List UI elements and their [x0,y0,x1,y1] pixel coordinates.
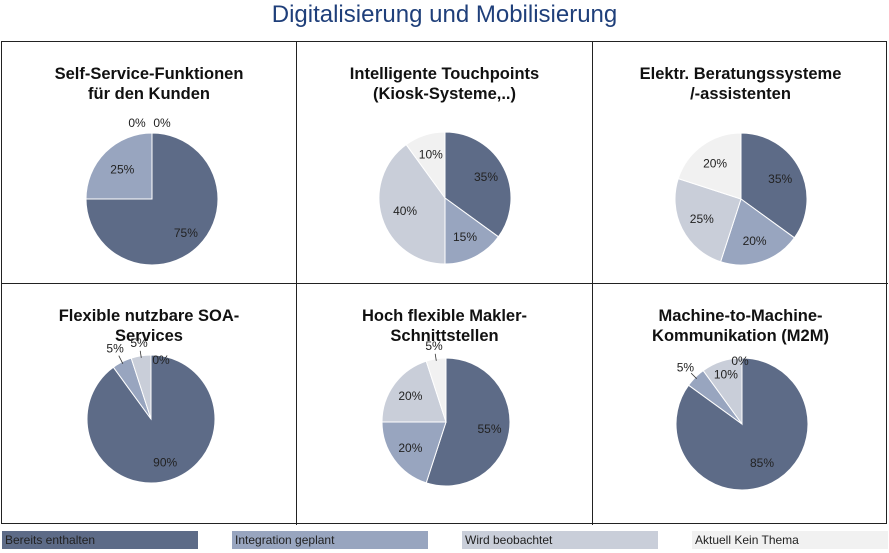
data-label-integration-geplant: 20% [743,234,767,248]
chart-title: Hoch flexible Makler- Schnittstellen [297,306,592,346]
data-label-bereits-enthalten: 55% [477,422,501,436]
data-label-bereits-enthalten: 90% [153,456,177,470]
chart-title-line: /-assistenten [690,85,791,103]
chart-title: Flexible nutzbare SOA- Services [2,306,296,346]
chart-title-line: (Kiosk-Systeme,..) [372,85,517,103]
data-label-aktuell-kein-thema: 0% [153,116,171,130]
chart-panel-3: Elektr. Beratungssysteme /-assistenten 3… [593,42,888,284]
page-title: Digitalisierung und Mobilisierung [271,1,618,28]
leader-line-integration-geplant [690,372,697,379]
data-label-aktuell-kein-thema: 10% [419,147,443,161]
pie-chart: 55% 20% 20% 5% [381,339,511,487]
pie-slice-bereits-enthalten [740,132,808,239]
chart-panel-2: Intelligente Touchpoints (Kiosk-Systeme,… [297,42,593,284]
chart-title-line: Intelligente Touchpoints [349,65,540,83]
chart-title: Elektr. Beratungssysteme /-assistenten [593,64,888,104]
data-label-bereits-enthalten: 85% [750,456,774,470]
data-label-aktuell-kein-thema: 20% [703,156,727,170]
data-label-wird-beobachtet: 5% [130,336,148,350]
pie-slice-wird-beobachtet [702,357,743,426]
legend-item-bereits-enthalten: Bereits enthalten [2,531,198,549]
chart-panel-5: Hoch flexible Makler- Schnittstellen 55%… [297,284,593,525]
legend: Bereits enthalten Integration geplant Wi… [0,531,889,551]
pie-slice-bereits-enthalten [425,357,511,487]
data-label-wird-beobachtet: 20% [398,389,422,403]
pie-slice-integration-geplant [85,132,153,200]
pie-slice-bereits-enthalten [85,132,219,266]
pie-chart-grid: Self-Service-Funktionen für den Kunden 7… [1,41,888,525]
data-label-bereits-enthalten: 75% [174,226,198,240]
pie-slice-wird-beobachtet [378,143,446,265]
pie-slice-integration-geplant [719,198,796,266]
legend-item-wird-beobachtet: Wird beobachtet [462,531,658,549]
data-label-bereits-enthalten: 35% [474,170,498,184]
data-label-wird-beobachtet: 40% [393,204,417,218]
chart-title-line: Schnittstellen [390,327,499,345]
data-label-wird-beobachtet: 25% [690,212,714,226]
data-label-bereits-enthalten: 35% [768,172,792,186]
data-label-wird-beobachtet: 0% [128,116,146,130]
data-label-aktuell-kein-thema: 0% [731,354,749,368]
data-label-aktuell-kein-thema: 0% [152,353,170,367]
chart-title: Self-Service-Funktionen für den Kunden [2,64,296,104]
leader-line-aktuell-kein-thema [434,353,437,361]
data-label-integration-geplant: 5% [677,360,695,374]
pie-chart: 35% 15% 40% 10% [378,131,512,265]
leader-line-wird-beobachtet [139,350,142,358]
chart-panel-6: Machine-to-Machine- Kommunikation (M2M) … [593,284,888,525]
data-label-integration-geplant: 25% [110,162,134,176]
pie-chart: 90% 5% 5% 0% [86,336,216,484]
pie-slice-integration-geplant [444,197,500,265]
data-label-aktuell-kein-thema: 5% [425,339,443,353]
pie-slice-bereits-enthalten [86,354,216,484]
data-label-wird-beobachtet: 10% [714,368,738,382]
pie-chart: 35% 20% 25% 20% [674,132,808,266]
chart-title-line: Services [115,327,183,345]
chart-title-line: Elektr. Beratungssysteme [639,65,842,83]
legend-item-integration-geplant: Integration geplant [232,531,428,549]
chart-title-line: Self-Service-Funktionen [54,65,244,83]
data-label-integration-geplant: 5% [106,342,124,356]
chart-title: Intelligente Touchpoints (Kiosk-Systeme,… [297,64,592,104]
pie-slice-aktuell-kein-thema [405,131,446,200]
pie-slice-wird-beobachtet [674,177,742,263]
leader-line-integration-geplant [118,355,124,364]
pie-chart: 85% 5% 10%0% [675,354,809,491]
legend-item-aktuell-kein-thema: Aktuell Kein Thema [692,531,888,549]
chart-title-line: Kommunikation (M2M) [652,327,829,345]
pie-slice-wird-beobachtet [381,360,447,423]
data-label-integration-geplant: 20% [398,441,422,455]
data-label-integration-geplant: 15% [453,230,477,244]
chart-title-line: Hoch flexible Makler- [361,307,528,325]
pie-slice-aktuell-kein-thema [677,132,742,200]
chart-title-line: Machine-to-Machine- [658,307,823,325]
pie-chart: 75% 25% 0% 0% [85,116,219,266]
pie-slice-integration-geplant [381,421,447,484]
pie-slice-bereits-enthalten [444,131,512,238]
chart-title-line: für den Kunden [88,85,210,103]
chart-title: Machine-to-Machine- Kommunikation (M2M) [593,306,888,346]
chart-panel-1: Self-Service-Funktionen für den Kunden 7… [2,42,297,284]
chart-panel-4: Flexible nutzbare SOA- Services 90% 5% 5% 0… [2,284,297,525]
chart-title-line: Flexible nutzbare SOA- [58,307,240,325]
